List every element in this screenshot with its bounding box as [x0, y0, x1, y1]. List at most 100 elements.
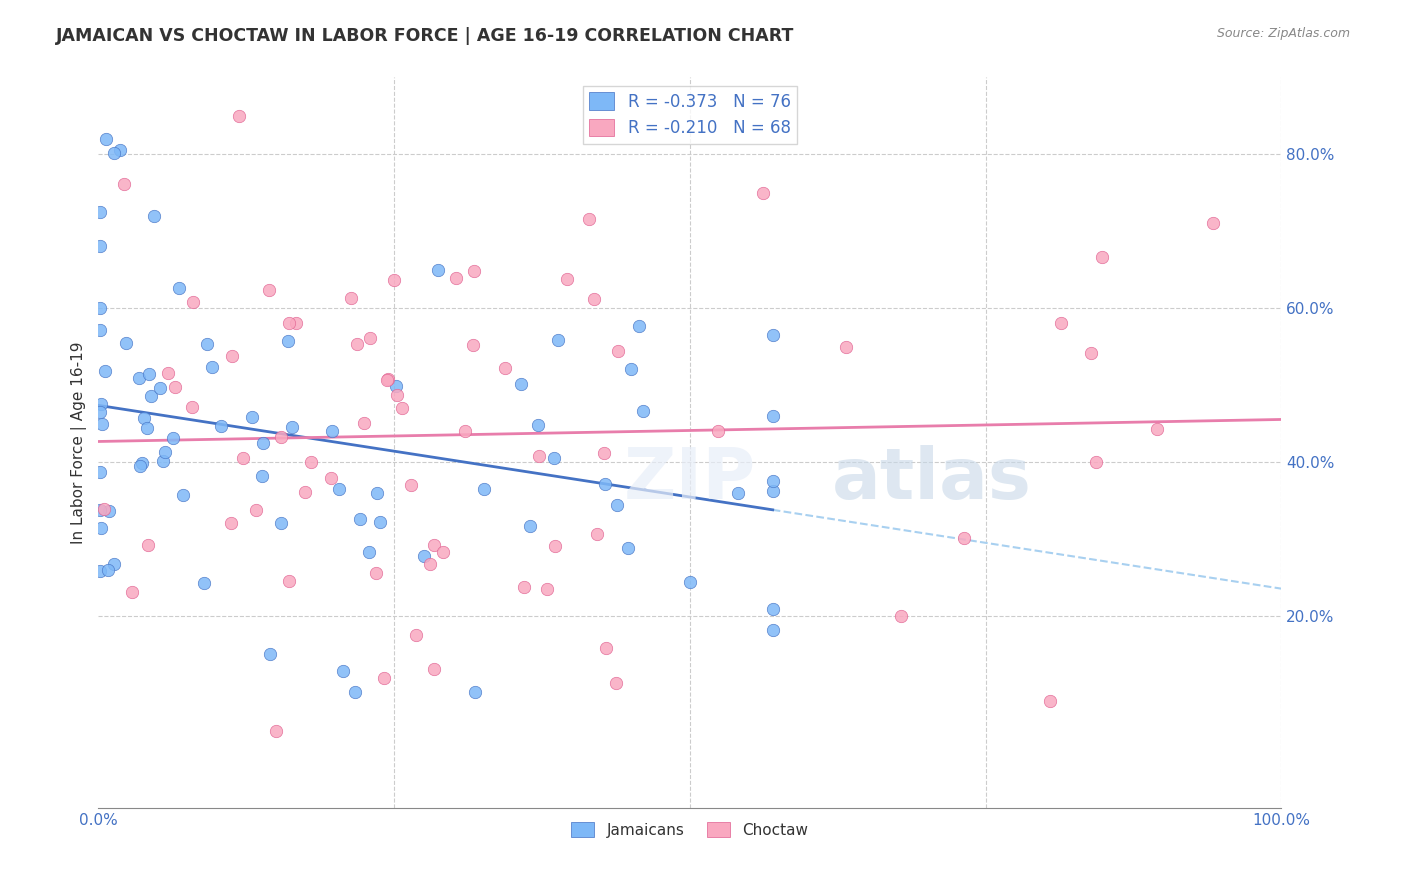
Point — [752, 186, 775, 200]
Point — [1080, 346, 1102, 360]
Point — [513, 580, 536, 594]
Point — [299, 455, 322, 469]
Point — [762, 602, 785, 616]
Point — [259, 647, 281, 661]
Point — [952, 531, 974, 545]
Point — [606, 343, 628, 358]
Point — [228, 109, 250, 123]
Point — [727, 486, 749, 500]
Point — [631, 404, 654, 418]
Point — [162, 431, 184, 445]
Point — [1084, 455, 1107, 469]
Point — [90, 397, 112, 411]
Text: atlas: atlas — [832, 444, 1032, 514]
Point — [221, 349, 243, 363]
Point — [432, 545, 454, 559]
Point — [346, 336, 368, 351]
Point — [121, 584, 143, 599]
Point — [129, 458, 152, 473]
Point — [519, 518, 541, 533]
Point — [270, 516, 292, 530]
Point — [163, 380, 186, 394]
Point — [281, 420, 304, 434]
Point — [385, 387, 408, 401]
Text: JAMAICAN VS CHOCTAW IN LABOR FORCE | AGE 16-19 CORRELATION CHART: JAMAICAN VS CHOCTAW IN LABOR FORCE | AGE… — [56, 27, 794, 45]
Point — [89, 301, 111, 315]
Point — [835, 339, 858, 353]
Point — [1039, 694, 1062, 708]
Point — [536, 582, 558, 596]
Point — [353, 416, 375, 430]
Point — [382, 273, 405, 287]
Point — [617, 541, 640, 555]
Point — [108, 143, 131, 157]
Point — [494, 361, 516, 376]
Point — [277, 334, 299, 348]
Legend: Jamaicans, Choctaw: Jamaicans, Choctaw — [565, 815, 814, 844]
Point — [252, 436, 274, 450]
Point — [349, 512, 371, 526]
Point — [426, 262, 449, 277]
Point — [93, 502, 115, 516]
Point — [167, 281, 190, 295]
Point — [96, 132, 118, 146]
Point — [762, 328, 785, 343]
Point — [132, 411, 155, 425]
Point — [270, 430, 292, 444]
Point — [373, 671, 395, 685]
Point — [112, 177, 135, 191]
Point — [370, 515, 392, 529]
Point — [461, 338, 484, 352]
Point — [128, 371, 150, 385]
Point — [245, 502, 267, 516]
Point — [762, 623, 785, 637]
Point — [103, 145, 125, 160]
Point — [510, 377, 533, 392]
Point — [136, 421, 159, 435]
Point — [97, 563, 120, 577]
Point — [172, 487, 194, 501]
Point — [762, 409, 785, 424]
Point — [359, 545, 381, 559]
Point — [422, 538, 444, 552]
Point — [605, 676, 627, 690]
Point — [419, 557, 441, 571]
Point — [463, 264, 485, 278]
Point — [264, 723, 287, 738]
Point — [155, 445, 177, 459]
Point — [278, 574, 301, 588]
Point — [152, 454, 174, 468]
Point — [586, 526, 609, 541]
Point — [157, 366, 180, 380]
Point — [544, 539, 567, 553]
Point — [583, 292, 606, 306]
Point — [595, 477, 617, 491]
Point — [138, 538, 160, 552]
Point — [97, 503, 120, 517]
Point — [89, 564, 111, 578]
Point — [890, 608, 912, 623]
Point — [593, 445, 616, 459]
Point — [252, 468, 274, 483]
Point — [181, 295, 204, 310]
Point — [412, 549, 434, 563]
Point — [332, 664, 354, 678]
Point — [94, 364, 117, 378]
Point — [364, 566, 387, 580]
Point — [375, 373, 398, 387]
Point — [527, 417, 550, 432]
Point — [209, 419, 232, 434]
Point — [385, 379, 408, 393]
Point — [444, 270, 467, 285]
Point — [142, 210, 165, 224]
Point — [141, 388, 163, 402]
Point — [762, 483, 785, 498]
Point — [180, 400, 202, 414]
Point — [464, 685, 486, 699]
Point — [405, 628, 427, 642]
Text: Source: ZipAtlas.com: Source: ZipAtlas.com — [1216, 27, 1350, 40]
Point — [89, 205, 111, 219]
Point — [277, 316, 299, 330]
Point — [527, 449, 550, 463]
Point — [201, 359, 224, 374]
